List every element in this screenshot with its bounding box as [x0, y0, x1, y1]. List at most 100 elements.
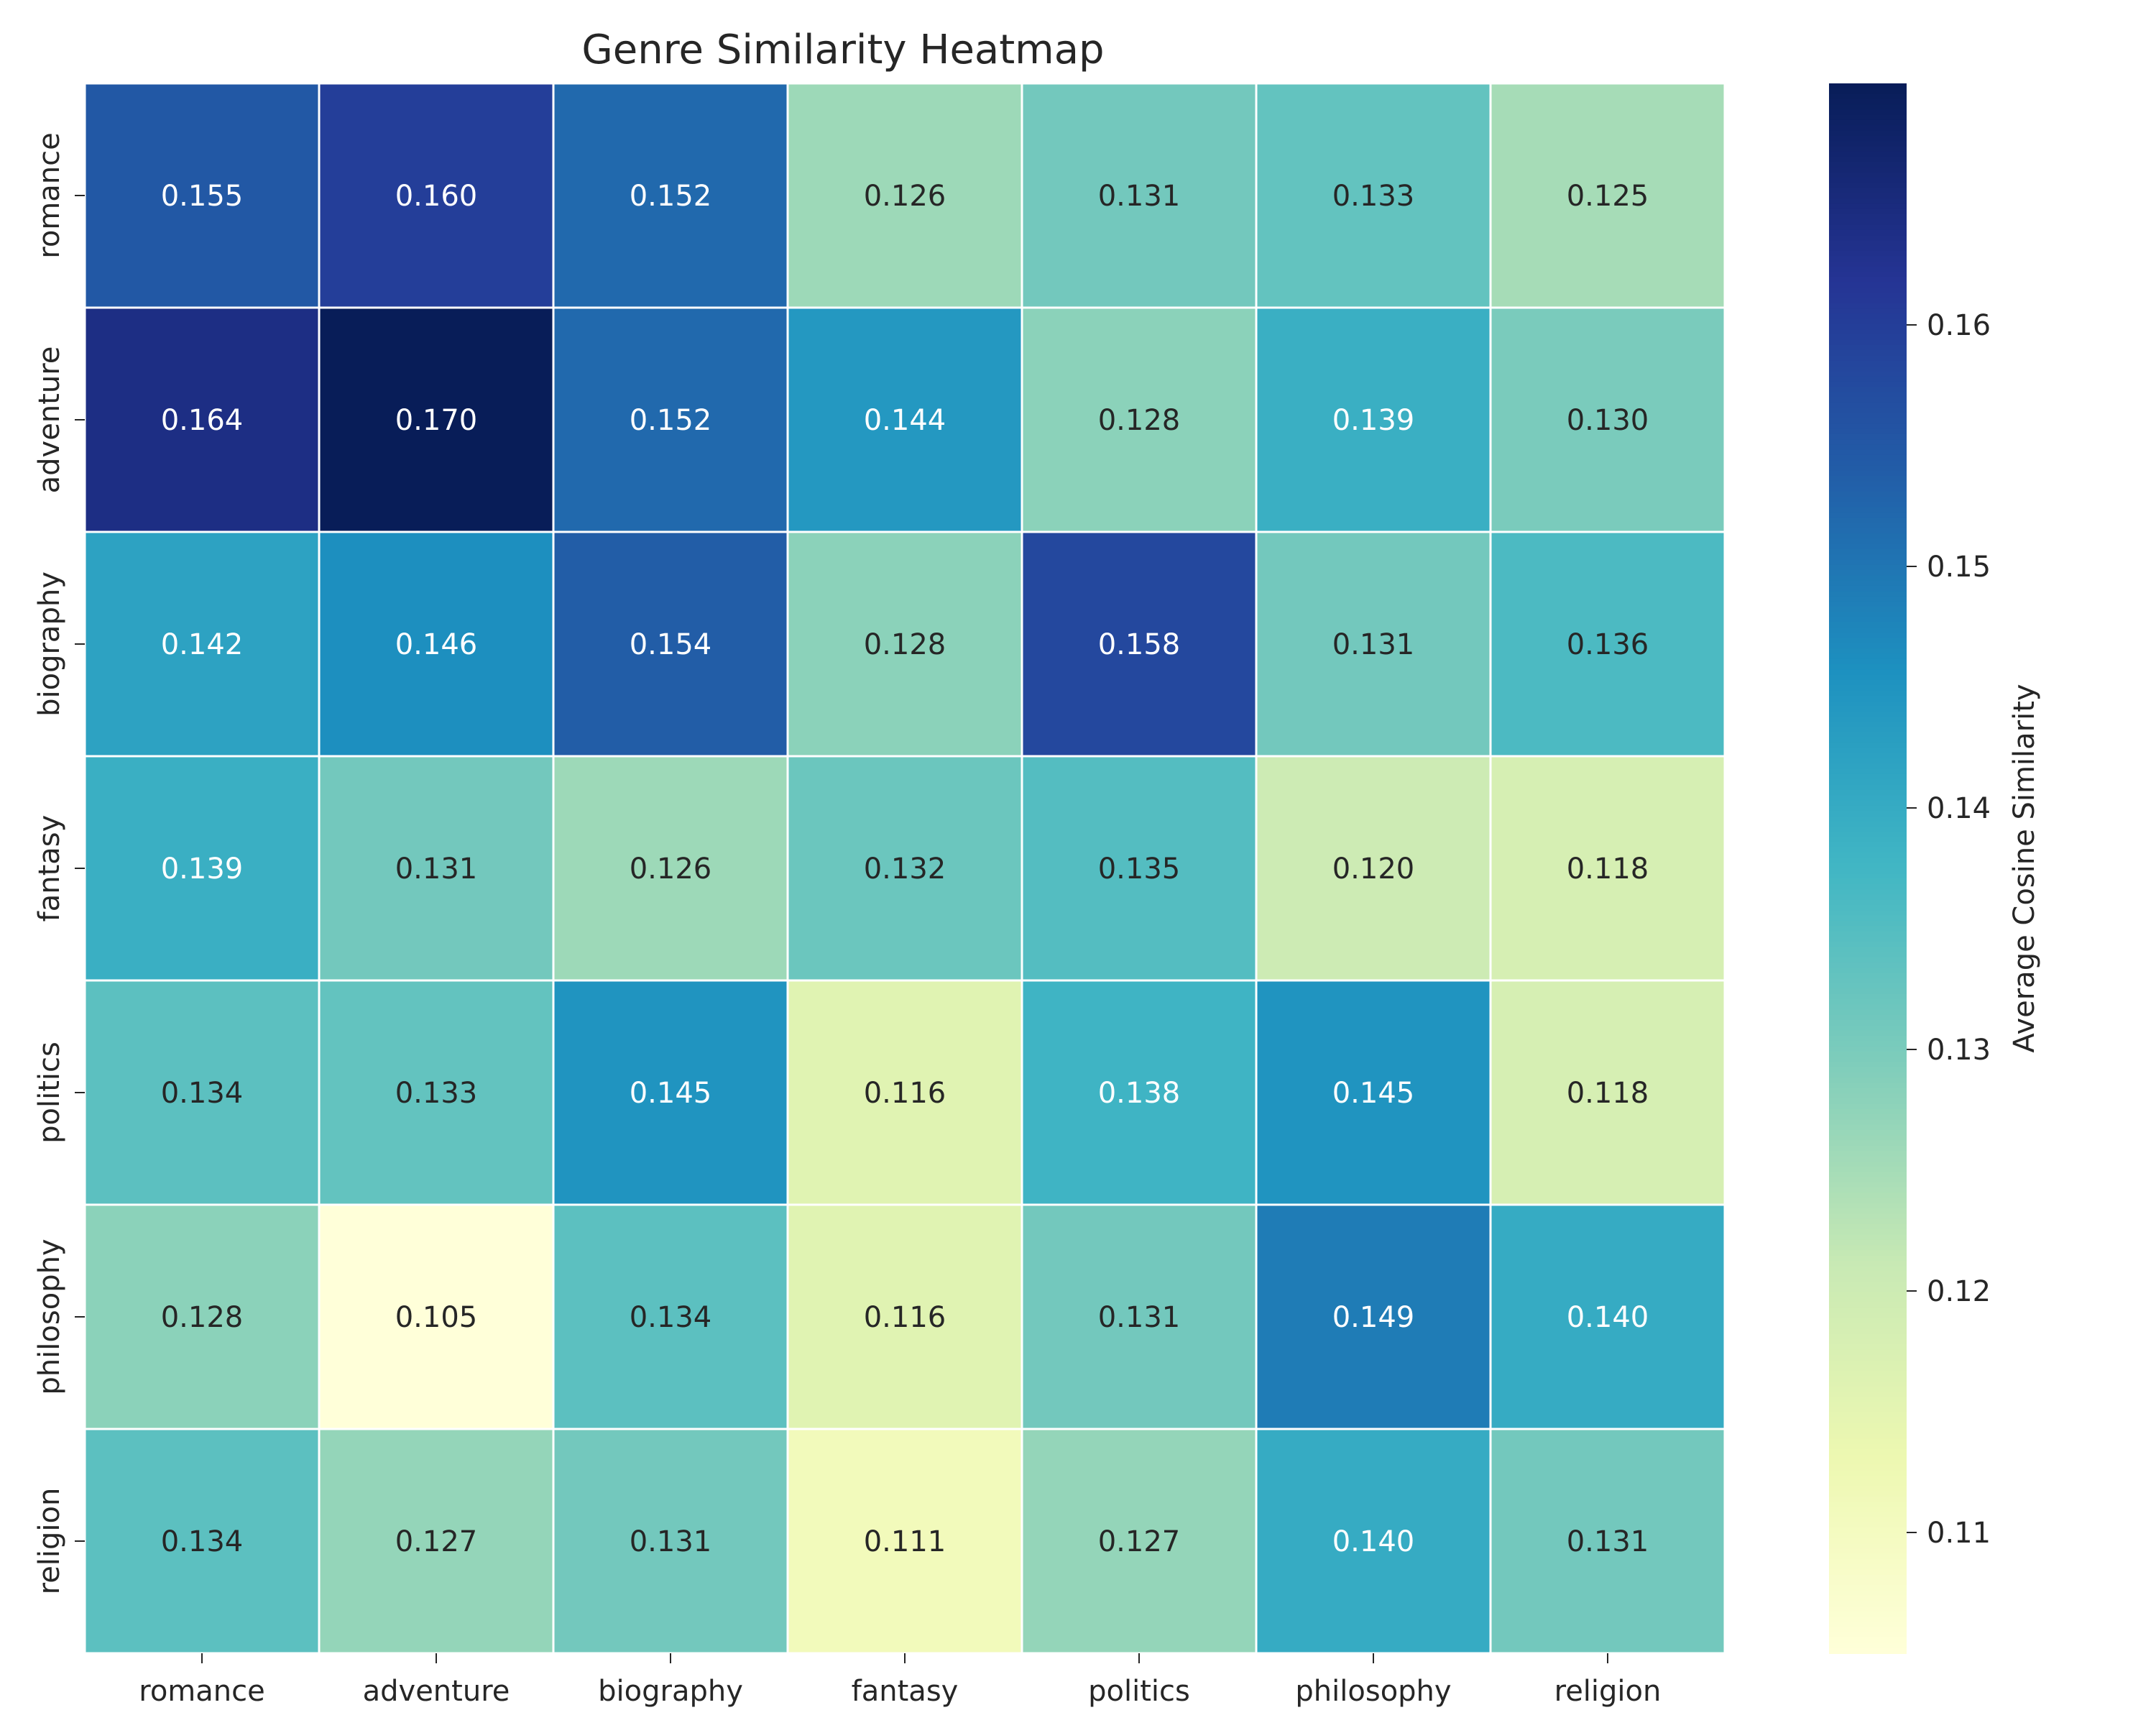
- colorbar-segment: [1829, 518, 1907, 524]
- colorbar-segment: [1829, 1245, 1907, 1251]
- colorbar-segment: [1829, 1370, 1907, 1377]
- colorbar-segment: [1829, 904, 1907, 911]
- colorbar-segment: [1829, 1611, 1907, 1618]
- colorbar-segment: [1829, 575, 1907, 582]
- cell-value-label: 0.152: [630, 180, 712, 213]
- colorbar-segment: [1829, 1475, 1907, 1481]
- colorbar-segment: [1829, 773, 1907, 781]
- colorbar-segment: [1829, 1517, 1907, 1523]
- colorbar-segment: [1829, 648, 1907, 655]
- colorbar-segment: [1829, 1119, 1907, 1126]
- colorbar-segment: [1829, 287, 1907, 294]
- colorbar-segment: [1829, 768, 1907, 775]
- colorbar-segment: [1829, 1632, 1907, 1639]
- colorbar-segment: [1829, 1177, 1907, 1183]
- cell-value-label: 0.135: [1098, 852, 1181, 886]
- colorbar-segment: [1829, 983, 1907, 990]
- colorbar-segment: [1829, 868, 1907, 875]
- colorbar-segment: [1829, 1622, 1907, 1628]
- cell-value-label: 0.131: [1098, 180, 1181, 213]
- colorbar-segment: [1829, 952, 1907, 958]
- colorbar-segment: [1829, 800, 1907, 806]
- cell-value-label: 0.105: [395, 1301, 478, 1334]
- colorbar-segment: [1829, 1454, 1907, 1461]
- cell-value-label: 0.128: [161, 1301, 244, 1334]
- heatmap-cell-adventure-religion: [1489, 306, 1726, 533]
- colorbar-segment: [1829, 93, 1907, 100]
- heatmap-cell-philosophy-politics: [1021, 1203, 1258, 1430]
- colorbar-segment: [1829, 1035, 1907, 1042]
- colorbar-segment: [1829, 109, 1907, 116]
- colorbar-segment: [1829, 454, 1907, 461]
- colorbar-segment: [1829, 449, 1907, 456]
- colorbar-segment: [1829, 795, 1907, 801]
- colorbar-segment: [1829, 716, 1907, 723]
- colorbar-tick-label: 0.12: [1927, 1275, 1991, 1308]
- colorbar-segment: [1829, 1297, 1907, 1304]
- colorbar-segment: [1829, 973, 1907, 979]
- colorbar-segment: [1829, 229, 1907, 236]
- colorbar-segment: [1829, 1151, 1907, 1157]
- cell-value-label: 0.126: [864, 180, 946, 213]
- colorbar-segment: [1829, 523, 1907, 529]
- heatmap-cell-religion-romance: [83, 1428, 321, 1655]
- colorbar-segment: [1829, 1349, 1907, 1356]
- cell-value-label: 0.131: [1332, 628, 1415, 661]
- colorbar-segment: [1829, 941, 1907, 948]
- colorbar-segment: [1829, 842, 1907, 848]
- colorbar-segment: [1829, 491, 1907, 498]
- colorbar-segment: [1829, 1255, 1907, 1261]
- colorbar-segment: [1829, 214, 1907, 221]
- colorbar-segment: [1829, 146, 1907, 152]
- colorbar-segment: [1829, 1093, 1907, 1100]
- colorbar-segment: [1829, 141, 1907, 147]
- heatmap-cell-adventure-philosophy: [1255, 306, 1492, 533]
- heatmap-cell-philosophy-religion: [1489, 1203, 1726, 1430]
- colorbar-segment: [1829, 481, 1907, 487]
- colorbar-segment: [1829, 727, 1907, 733]
- colorbar-segment: [1829, 240, 1907, 247]
- colorbar-segment: [1829, 355, 1907, 362]
- colorbar-segment: [1829, 1601, 1907, 1607]
- colorbar-segment: [1829, 1590, 1907, 1596]
- colorbar-segment: [1829, 758, 1907, 765]
- colorbar-segment: [1829, 167, 1907, 173]
- colorbar-segment: [1829, 832, 1907, 838]
- colorbar-segment: [1829, 978, 1907, 985]
- colorbar-segment: [1829, 1124, 1907, 1131]
- colorbar-segment: [1829, 528, 1907, 535]
- colorbar-segment: [1829, 460, 1907, 467]
- colorbar-segment: [1829, 1276, 1907, 1283]
- colorbar-segment: [1829, 722, 1907, 728]
- colorbar-segment: [1829, 1512, 1907, 1518]
- colorbar-segment: [1829, 1130, 1907, 1136]
- colorbar-segment: [1829, 366, 1907, 372]
- colorbar-segment: [1829, 1548, 1907, 1555]
- heatmap-cell-romance-politics: [1021, 82, 1258, 309]
- colorbar-segment: [1829, 1376, 1907, 1382]
- colorbar-segment: [1829, 208, 1907, 215]
- cell-value-label: 0.140: [1567, 1301, 1649, 1334]
- colorbar-segment: [1829, 1423, 1907, 1429]
- colorbar-segment: [1829, 685, 1907, 691]
- colorbar-segment: [1829, 789, 1907, 796]
- colorbar-segment: [1829, 1187, 1907, 1194]
- heatmap-cell-romance-fantasy: [786, 82, 1023, 309]
- colorbar-segment: [1829, 763, 1907, 770]
- colorbar-segment: [1829, 988, 1907, 995]
- colorbar-segment: [1829, 1569, 1907, 1576]
- heatmap-cell-religion-politics: [1021, 1428, 1258, 1655]
- heatmap-cell-politics-romance: [83, 979, 321, 1206]
- colorbar-segment: [1829, 1172, 1907, 1178]
- colorbar-segment: [1829, 1464, 1907, 1471]
- colorbar-segment: [1829, 737, 1907, 744]
- colorbar-segment: [1829, 1308, 1907, 1314]
- heatmap-cell-fantasy-philosophy: [1255, 755, 1492, 982]
- colorbar: 0.11 0.12 0.13 0.14 0.15 0.16: [1829, 83, 1991, 1654]
- colorbar-segment: [1829, 1412, 1907, 1419]
- colorbar-segment: [1829, 318, 1907, 325]
- colorbar-segment: [1829, 497, 1907, 503]
- colorbar-segment: [1829, 83, 1907, 90]
